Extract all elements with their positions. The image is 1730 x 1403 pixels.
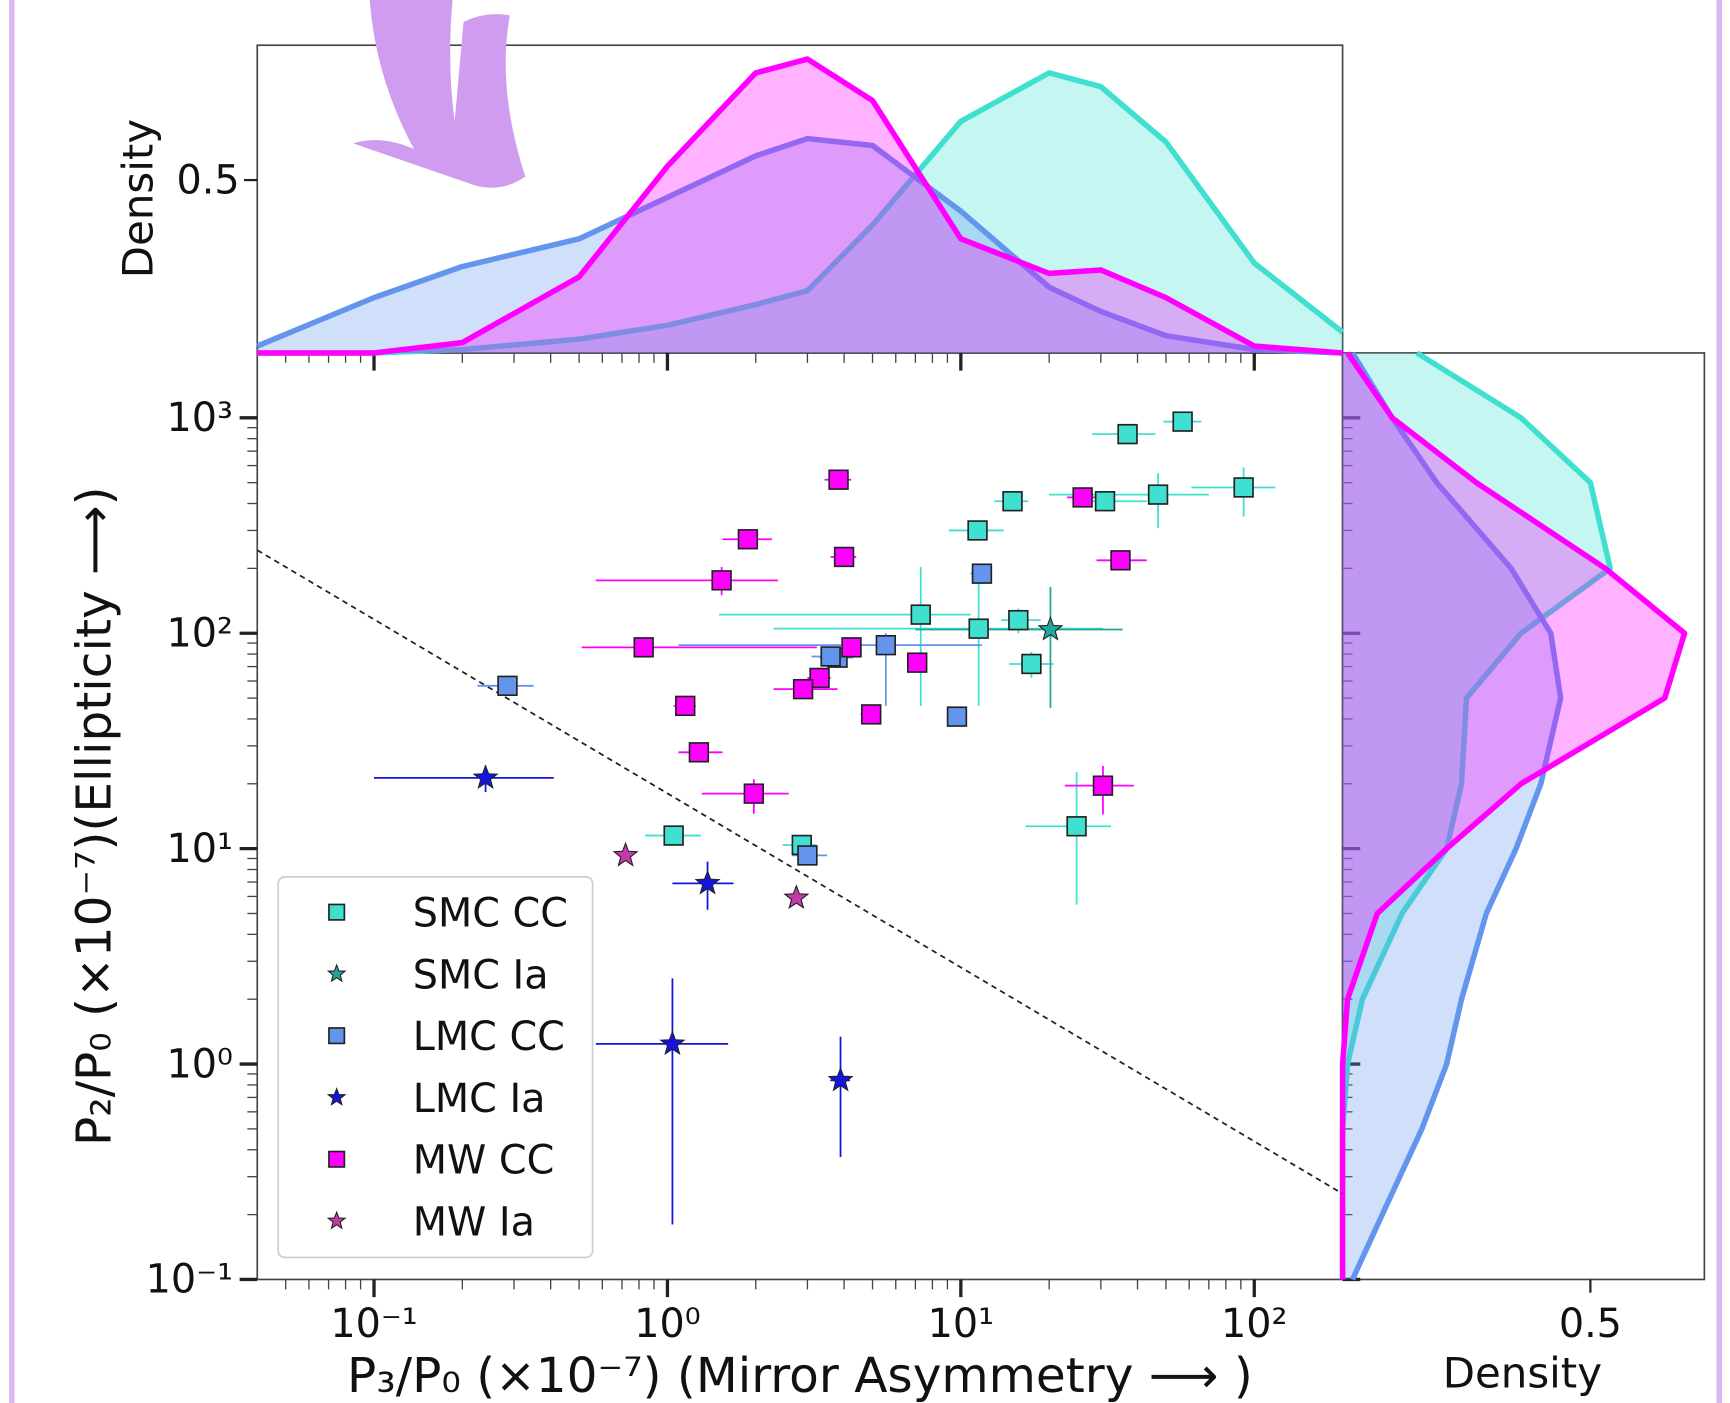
data-point bbox=[743, 783, 765, 804]
data-point bbox=[1147, 484, 1169, 505]
y-tick-label: 0.5 bbox=[176, 157, 239, 203]
data-point bbox=[663, 825, 684, 846]
data-point bbox=[1037, 615, 1064, 641]
legend-marker bbox=[328, 903, 346, 921]
legend-marker bbox=[326, 1210, 347, 1230]
data-point bbox=[737, 529, 759, 550]
kde-fill bbox=[257, 72, 1343, 353]
legend-marker bbox=[328, 1150, 346, 1168]
right-frame bbox=[1341, 352, 1706, 1281]
data-point bbox=[1021, 653, 1042, 675]
data-point bbox=[833, 546, 855, 568]
data-point bbox=[792, 678, 814, 700]
data-point bbox=[1092, 775, 1114, 796]
data-point bbox=[1066, 816, 1087, 837]
marginal-x-label: Density bbox=[1443, 1349, 1602, 1398]
kde-line bbox=[257, 56, 1343, 356]
page-border bbox=[9, 0, 15, 1403]
data-point bbox=[1002, 491, 1023, 512]
kde-line bbox=[1350, 351, 1564, 1281]
plots: 10⁻¹ 10⁰ 10¹ 10² 10⁻¹ 10⁰ 10¹ 10² 10³ 0.5 0.5 SMC C… bbox=[146, 44, 1706, 1347]
x-tick-label: 10² bbox=[1221, 1301, 1287, 1347]
top-frame bbox=[256, 44, 1344, 354]
legend-box bbox=[277, 876, 594, 1259]
data-point bbox=[1072, 487, 1093, 508]
data-point bbox=[797, 845, 818, 866]
y-tick-label: 10⁻¹ bbox=[146, 1257, 233, 1303]
data-point bbox=[711, 570, 732, 591]
data-point bbox=[971, 563, 993, 584]
data-point bbox=[907, 652, 928, 673]
legend-label: MW Ia bbox=[413, 1199, 535, 1245]
data-point bbox=[809, 667, 830, 689]
data-point bbox=[1233, 477, 1254, 498]
data-point bbox=[783, 884, 810, 910]
y-tick-label: 10² bbox=[167, 610, 233, 656]
data-point bbox=[967, 520, 988, 541]
data-point bbox=[633, 637, 654, 658]
legend-label: LMC CC bbox=[413, 1014, 565, 1060]
data-point bbox=[1172, 411, 1193, 432]
data-point bbox=[946, 706, 968, 727]
data-point bbox=[968, 618, 989, 639]
page-border bbox=[1716, 0, 1723, 1403]
x-tick-label: 10⁻¹ bbox=[330, 1301, 417, 1347]
data-point bbox=[694, 869, 721, 895]
kde-fill bbox=[1342, 352, 1611, 1280]
reference-line bbox=[256, 549, 1344, 1195]
kde-fill bbox=[1342, 352, 1685, 1280]
data-point bbox=[472, 764, 499, 790]
data-point bbox=[688, 742, 710, 763]
data-point bbox=[841, 637, 862, 658]
data-point bbox=[828, 469, 849, 490]
data-point bbox=[910, 604, 931, 625]
kde-line bbox=[256, 135, 1343, 356]
data-point bbox=[675, 695, 696, 717]
legend-marker bbox=[326, 963, 347, 983]
legend-label: MW CC bbox=[413, 1138, 555, 1184]
data-point bbox=[1008, 609, 1029, 631]
data-point bbox=[1117, 423, 1138, 445]
kde-fill bbox=[1342, 352, 1561, 1280]
decorative-arrow bbox=[353, 0, 526, 188]
legend-marker bbox=[328, 1027, 346, 1045]
legend-marker bbox=[326, 1087, 347, 1106]
data-point bbox=[1094, 491, 1116, 512]
x-axis-label: P₃/P₀ (×10⁻⁷) (Mirror Asymmetry ⟶ ) bbox=[347, 1348, 1253, 1403]
kde-line bbox=[257, 70, 1345, 356]
legend-label: SMC Ia bbox=[413, 952, 549, 998]
data-point bbox=[875, 634, 897, 656]
y-tick-label: 10⁰ bbox=[167, 1041, 233, 1087]
kde-line bbox=[1339, 351, 1688, 1280]
data-point bbox=[659, 1030, 686, 1056]
x-tick-label: 0.5 bbox=[1559, 1301, 1622, 1347]
data-point bbox=[861, 704, 882, 725]
legend-label: SMC CC bbox=[413, 891, 568, 937]
y-axis-label: P₂/P₀ (×10⁻⁷)(Ellipticity ⟶) bbox=[67, 486, 123, 1146]
legend-label: LMC Ia bbox=[413, 1076, 546, 1122]
x-tick-label: 10¹ bbox=[928, 1301, 994, 1347]
data-point bbox=[612, 841, 639, 867]
y-tick-label: 10¹ bbox=[167, 826, 233, 872]
marginal-y-label: Density bbox=[113, 119, 162, 278]
kde-fill bbox=[257, 59, 1343, 353]
data-point bbox=[497, 675, 518, 697]
data-point bbox=[1110, 550, 1131, 571]
y-tick-label: 10³ bbox=[167, 395, 233, 441]
data-point bbox=[827, 1066, 854, 1092]
x-tick-label: 10⁰ bbox=[634, 1301, 700, 1347]
data-point bbox=[820, 646, 841, 667]
